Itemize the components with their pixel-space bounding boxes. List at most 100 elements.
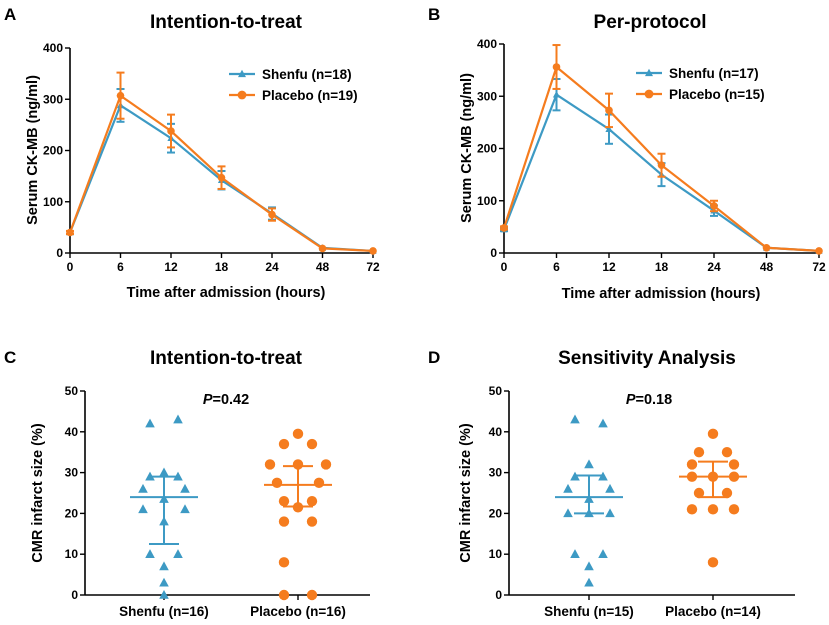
panel-a-series-placebo-point xyxy=(167,127,175,135)
panel-d-x-tick-label: Placebo (n=14) xyxy=(665,604,761,619)
panel-d-group-shenfu-point xyxy=(584,561,594,571)
panel-b-series-shenfu-point xyxy=(552,90,561,98)
panel-b-series-placebo-point xyxy=(605,106,613,115)
panel-d-y-tick-label: 40 xyxy=(489,425,503,439)
panel-c-x-tick-label: Shenfu (n=16) xyxy=(119,604,209,619)
panel-c-y-tick-label: 40 xyxy=(65,425,79,439)
panel-c-group-placebo-point xyxy=(306,438,318,450)
panel-d-group-placebo-point xyxy=(707,557,719,568)
panel-c-y-axis-label: CMR infarct size (%) xyxy=(30,423,46,563)
panel-a-legend-swatch-marker xyxy=(237,90,247,100)
panel-c-y-tick-label: 20 xyxy=(65,506,79,520)
panel-a-legend-swatch-marker xyxy=(238,69,246,78)
panel-d-group-shenfu-point xyxy=(563,508,573,518)
panel-b-x-tick-label: 0 xyxy=(501,260,508,274)
panel-c-group-shenfu-point xyxy=(138,504,148,514)
panel-b: B Per-protocol Serum CK-MB (ng/ml) Time … xyxy=(428,5,826,302)
panel-c: C Intention-to-treat CMR infarct size (%… xyxy=(4,348,370,619)
panel-c-title: Intention-to-treat xyxy=(150,348,303,369)
panel-c-group-shenfu-point xyxy=(159,561,169,571)
panel-d-group-placebo-point xyxy=(721,447,733,458)
panel-d-y-tick-label: 30 xyxy=(489,466,503,480)
panel-a-series-placebo-point xyxy=(369,247,377,255)
panel-c-group-shenfu-point xyxy=(159,467,169,477)
panel-a-legend-label: Shenfu (n=18) xyxy=(262,67,352,82)
panel-a-y-tick-label: 0 xyxy=(56,246,63,260)
panel-c-group-placebo-point xyxy=(306,589,318,601)
panel-b-x-tick-label: 48 xyxy=(760,260,774,274)
panel-a-y-axis-label: Serum CK-MB (ng/ml) xyxy=(25,75,41,225)
panel-c-group-shenfu-point xyxy=(180,483,190,493)
panel-c-group-placebo-point xyxy=(278,589,290,601)
panel-b-series-placebo-point xyxy=(815,247,823,255)
panel-d-group-shenfu-point xyxy=(584,508,594,518)
panel-a-x-tick-label: 72 xyxy=(366,260,380,274)
panel-c-p-value: P=0.42 xyxy=(203,392,249,408)
panel-d-group-placebo-point xyxy=(728,504,740,515)
panel-d-title: Sensitivity Analysis xyxy=(558,348,736,369)
panel-c-group-shenfu-point xyxy=(159,589,169,599)
panel-a-series-placebo-point xyxy=(116,91,125,100)
panel-c-y-tick-label: 0 xyxy=(71,588,78,602)
panel-a-x-tick-label: 24 xyxy=(265,260,279,274)
panel-d-y-tick-label: 10 xyxy=(489,547,503,561)
panel-d-group-shenfu-point xyxy=(584,577,594,587)
panel-c-group-placebo-point xyxy=(320,459,332,470)
panel-b-x-tick-label: 6 xyxy=(553,260,560,274)
panel-a-y-tick-label: 400 xyxy=(43,41,63,55)
panel-b-series-placebo-point xyxy=(710,202,718,210)
panel-a-series-placebo-point xyxy=(217,173,226,182)
panel-d-group-shenfu-point xyxy=(570,549,580,558)
panel-c-group-shenfu-point xyxy=(173,414,183,424)
panel-c-group-placebo-point xyxy=(292,502,304,513)
panel-b-x-tick-label: 18 xyxy=(655,260,669,274)
panel-b-series-shenfu-point xyxy=(605,125,613,133)
panel-d-group-placebo-point xyxy=(707,428,719,440)
panel-d-y-tick-label: 20 xyxy=(489,506,503,520)
panel-c-group-placebo-point xyxy=(306,495,318,507)
panel-c-group-shenfu-point xyxy=(145,549,155,558)
panel-d-group-shenfu-point xyxy=(605,483,615,493)
panel-b-y-tick-label: 300 xyxy=(477,89,497,103)
panel-c-group-shenfu-point xyxy=(138,483,148,493)
panel-b-x-axis-label: Time after admission (hours) xyxy=(562,286,761,302)
panel-a-x-tick-label: 0 xyxy=(67,260,74,274)
panel-a-y-tick-label: 100 xyxy=(43,195,63,209)
panel-b-legend-swatch-marker xyxy=(645,68,653,77)
panel-label-b: B xyxy=(428,5,440,24)
panel-b-x-tick-label: 72 xyxy=(812,260,826,274)
panel-a-series-placebo-point xyxy=(318,244,327,253)
panel-b-y-tick-label: 400 xyxy=(477,37,497,51)
panel-a-x-axis-label: Time after admission (hours) xyxy=(127,285,326,301)
panel-b-title: Per-protocol xyxy=(594,12,707,33)
panel-label-d: D xyxy=(428,348,440,367)
panel-b-series-placebo-point xyxy=(657,161,666,170)
panel-c-group-placebo-point xyxy=(306,516,318,527)
panel-d-group-shenfu-point xyxy=(570,471,580,481)
panel-b-series-placebo-point xyxy=(552,63,561,71)
panel-d-group-placebo-point xyxy=(707,504,719,515)
panel-a-x-tick-label: 48 xyxy=(316,260,330,274)
panel-b-plot: 0 100 200 300 400 0 6 12 18 24 48 72 Shenfu (n=17) Pl… xyxy=(477,37,826,274)
panel-d-group-shenfu-point xyxy=(598,549,608,558)
panel-c-group-shenfu-point xyxy=(159,494,169,503)
panel-a: A Intention-to-treat Serum CK-MB (ng/ml)… xyxy=(4,5,380,301)
panel-label-a: A xyxy=(4,5,16,24)
panel-c-group-placebo-point xyxy=(278,516,290,527)
panel-a-title: Intention-to-treat xyxy=(150,12,303,33)
panel-b-legend-label: Shenfu (n=17) xyxy=(669,66,759,81)
panel-a-x-tick-label: 18 xyxy=(215,260,229,274)
panel-b-legend-swatch-marker xyxy=(644,89,654,99)
panel-c-y-tick-label: 10 xyxy=(65,547,79,561)
panel-c-group-placebo-point xyxy=(278,557,290,568)
panel-a-plot: 0 100 200 300 400 0 6 12 18 24 48 72 Shenfu (n=18) Pl… xyxy=(43,41,380,274)
panel-c-group-shenfu-point xyxy=(159,577,169,587)
panel-c-plot: 0 10 20 30 40 50 Shenfu (n=16) Placebo (n=16) xyxy=(65,384,370,619)
panel-a-y-tick-label: 300 xyxy=(43,92,63,106)
panel-d-group-placebo-point xyxy=(693,487,705,499)
panel-b-x-tick-label: 24 xyxy=(707,260,721,274)
panel-label-c: C xyxy=(4,348,16,367)
panel-a-series-placebo-point xyxy=(268,210,276,219)
panel-d-group-placebo-point xyxy=(686,504,698,515)
panel-d-group-placebo-point xyxy=(728,471,740,482)
